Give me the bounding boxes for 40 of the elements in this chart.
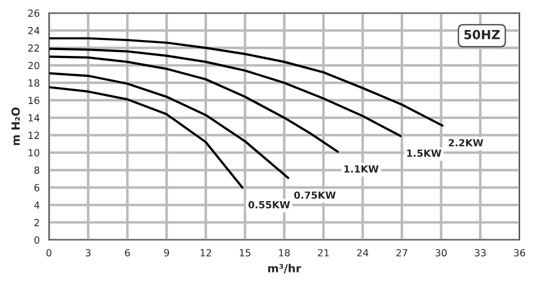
y-tick-label: 26: [28, 9, 40, 17]
y-tick-label: 10: [28, 149, 40, 156]
y-tick-label: 18: [28, 79, 40, 87]
line-series: [48, 48, 402, 138]
x-tick-label: 0: [46, 249, 52, 256]
series-label: 0.55KW: [248, 201, 290, 208]
series-label: 0.75KW: [294, 191, 336, 199]
x-tick-label: 30: [436, 249, 447, 256]
x-axis-title: m³/hr: [268, 264, 302, 274]
y-tick-label: 2: [34, 218, 39, 226]
x-tick-label: 18: [279, 249, 290, 256]
x-tick-label: 24: [357, 249, 368, 256]
y-tick-label: 4: [34, 202, 40, 209]
y-tick-label: 20: [28, 62, 40, 70]
line-series: [48, 72, 290, 180]
x-tick-label: 27: [396, 249, 408, 256]
line-series: [48, 86, 244, 189]
y-tick-label: 24: [28, 26, 40, 34]
y-tick-label: 8: [34, 166, 40, 174]
x-tick-label: 9: [164, 249, 170, 256]
y-tick-label: 0: [34, 236, 40, 244]
annotation: 50HZ: [464, 30, 500, 40]
x-tick-label: 33: [474, 249, 486, 256]
y-axis-title: m H₂O: [11, 107, 20, 146]
x-tick-label: 12: [200, 249, 212, 256]
y-tick-label: 12: [28, 132, 39, 139]
line-series: [48, 37, 444, 127]
y-tick-label: 6: [34, 184, 40, 192]
series-label: 1.5KW: [407, 150, 442, 157]
y-tick-label: 22: [28, 44, 39, 52]
x-tick-label: 15: [240, 249, 250, 256]
y-tick-label: 14: [28, 114, 40, 122]
x-tick-label: 21: [318, 249, 329, 256]
line-series: [48, 56, 339, 153]
series-label: 1.1KW: [344, 165, 379, 172]
series-label: 2.2KW: [448, 139, 484, 146]
x-tick-label: 6: [124, 249, 130, 256]
x-tick-label: 3: [86, 249, 90, 256]
y-tick-label: 16: [28, 96, 40, 104]
x-tick-label: 36: [514, 249, 526, 256]
